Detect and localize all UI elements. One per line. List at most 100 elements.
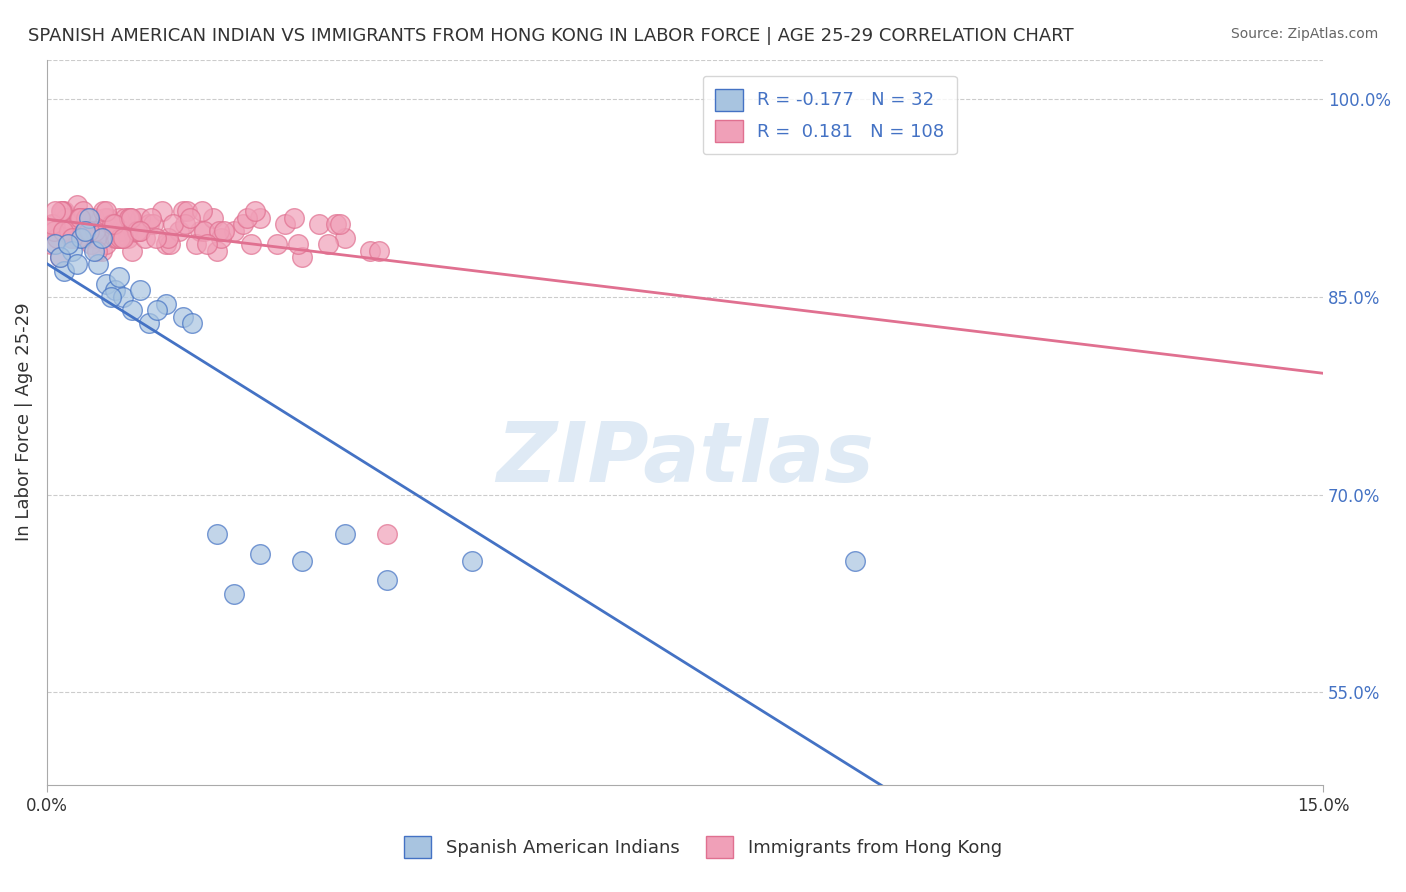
Point bbox=[240, 237, 263, 252]
Point bbox=[117, 211, 139, 225]
Point bbox=[172, 204, 194, 219]
Point bbox=[249, 211, 271, 225]
Point bbox=[55, 211, 77, 225]
Point bbox=[266, 237, 288, 252]
Point bbox=[291, 251, 314, 265]
Point bbox=[83, 211, 105, 225]
Point bbox=[108, 211, 131, 225]
Point bbox=[179, 211, 201, 225]
Point bbox=[75, 218, 97, 232]
Point bbox=[63, 218, 86, 232]
Point bbox=[52, 224, 75, 238]
Point bbox=[79, 230, 101, 244]
Point bbox=[205, 244, 228, 258]
Point bbox=[76, 224, 98, 238]
Point bbox=[111, 230, 134, 244]
Point bbox=[69, 211, 91, 225]
Point bbox=[114, 211, 136, 225]
Point bbox=[48, 251, 70, 265]
Point bbox=[222, 586, 245, 600]
Point bbox=[173, 218, 195, 232]
Point bbox=[222, 224, 245, 238]
Point bbox=[87, 257, 110, 271]
Point bbox=[91, 204, 114, 219]
Point bbox=[159, 237, 181, 252]
Point bbox=[180, 316, 202, 330]
Point bbox=[125, 224, 148, 238]
Point bbox=[172, 310, 194, 324]
Text: SPANISH AMERICAN INDIAN VS IMMIGRANTS FROM HONG KONG IN LABOR FORCE | AGE 25-29 : SPANISH AMERICAN INDIAN VS IMMIGRANTS FR… bbox=[28, 27, 1074, 45]
Point bbox=[205, 527, 228, 541]
Point bbox=[212, 224, 235, 238]
Point bbox=[236, 211, 259, 225]
Point bbox=[96, 277, 118, 291]
Point bbox=[59, 230, 82, 244]
Point bbox=[75, 224, 97, 238]
Point bbox=[461, 553, 484, 567]
Point bbox=[120, 211, 142, 225]
Point bbox=[134, 230, 156, 244]
Point bbox=[287, 237, 309, 252]
Point bbox=[100, 290, 122, 304]
Point bbox=[193, 224, 215, 238]
Point bbox=[359, 244, 381, 258]
Point bbox=[333, 230, 356, 244]
Point bbox=[142, 218, 165, 232]
Point bbox=[120, 211, 142, 225]
Point bbox=[87, 224, 110, 238]
Point bbox=[138, 218, 160, 232]
Point bbox=[375, 574, 398, 588]
Point bbox=[162, 218, 184, 232]
Point bbox=[66, 230, 89, 244]
Point bbox=[125, 224, 148, 238]
Point bbox=[208, 224, 231, 238]
Point bbox=[112, 290, 135, 304]
Point bbox=[333, 527, 356, 541]
Point bbox=[232, 218, 254, 232]
Point bbox=[77, 224, 100, 238]
Point bbox=[844, 553, 866, 567]
Point bbox=[100, 218, 122, 232]
Point bbox=[103, 218, 125, 232]
Point bbox=[325, 218, 347, 232]
Point bbox=[155, 296, 177, 310]
Point bbox=[375, 527, 398, 541]
Point bbox=[155, 237, 177, 252]
Point bbox=[75, 211, 97, 225]
Point bbox=[44, 218, 66, 232]
Point bbox=[52, 263, 75, 277]
Point bbox=[44, 237, 66, 252]
Point bbox=[129, 283, 152, 297]
Point bbox=[146, 303, 169, 318]
Point bbox=[201, 211, 224, 225]
Point bbox=[105, 230, 128, 244]
Legend: Spanish American Indians, Immigrants from Hong Kong: Spanish American Indians, Immigrants fro… bbox=[396, 829, 1010, 865]
Point bbox=[308, 218, 330, 232]
Point bbox=[145, 230, 167, 244]
Point bbox=[117, 230, 139, 244]
Point bbox=[100, 218, 122, 232]
Legend: R = -0.177   N = 32, R =  0.181   N = 108: R = -0.177 N = 32, R = 0.181 N = 108 bbox=[703, 76, 956, 154]
Point bbox=[112, 224, 135, 238]
Point bbox=[167, 224, 190, 238]
Point bbox=[97, 211, 120, 225]
Point bbox=[108, 270, 131, 285]
Point bbox=[209, 230, 232, 244]
Point bbox=[79, 211, 101, 225]
Point bbox=[83, 244, 105, 258]
Point bbox=[66, 257, 89, 271]
Point bbox=[184, 237, 207, 252]
Point bbox=[91, 230, 114, 244]
Point bbox=[46, 230, 69, 244]
Point bbox=[129, 211, 152, 225]
Point bbox=[48, 251, 70, 265]
Point bbox=[329, 218, 352, 232]
Point bbox=[49, 204, 72, 219]
Point bbox=[121, 244, 143, 258]
Point bbox=[274, 218, 297, 232]
Point bbox=[128, 224, 150, 238]
Text: ZIPatlas: ZIPatlas bbox=[496, 418, 875, 499]
Point bbox=[52, 204, 75, 219]
Point bbox=[176, 204, 198, 219]
Point bbox=[89, 224, 111, 238]
